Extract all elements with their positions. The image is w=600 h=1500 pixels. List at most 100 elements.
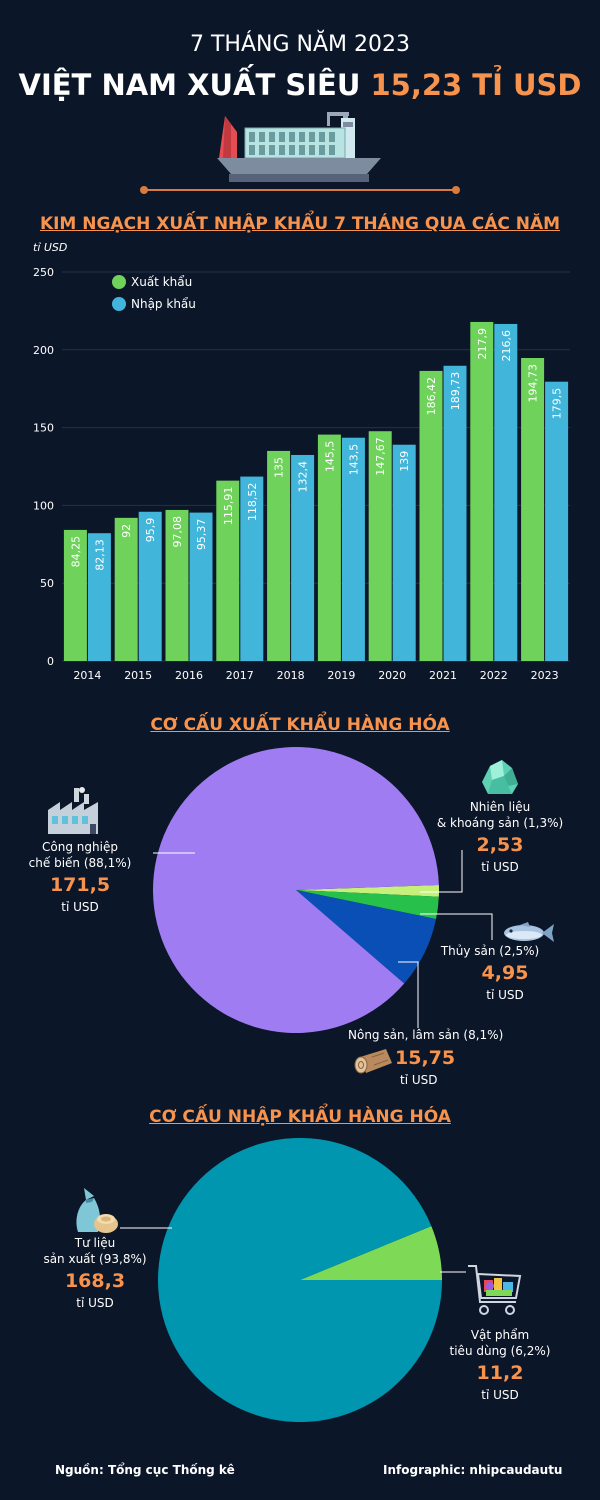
bar-import (545, 381, 569, 661)
bar-value-label: 139 (398, 451, 411, 472)
agriculture-unit: tỉ USD (400, 1073, 438, 1087)
bar-import (138, 511, 162, 661)
pie-slice-4 (152, 747, 439, 1034)
x-tick-label: 2014 (73, 669, 101, 682)
bar-value-label: 118,52 (246, 483, 259, 522)
top-title: 7 THÁNG NĂM 2023 (190, 32, 410, 57)
production-unit: tỉ USD (76, 1296, 114, 1310)
bar-value-label: 95,9 (144, 518, 157, 543)
bar-chart-title: KIM NGẠCH XUẤT NHẬP KHẨU 7 THÁNG QUA CÁC… (39, 214, 561, 234)
x-tick-label: 2018 (277, 669, 305, 682)
main-title: VIỆT NAM XUẤT SIÊU 15,23 TỈ USD (0, 68, 600, 102)
main-title-value: 15,23 TỈ USD (370, 68, 582, 102)
bar-value-label: 82,13 (93, 539, 106, 571)
pie-slice-1 (296, 885, 439, 897)
pie-slice-1 (300, 1226, 442, 1280)
bar-value-label: 115,91 (222, 487, 235, 526)
seafood-label: Thủy sản (2,5%) (440, 944, 540, 958)
leader-line-fuel (420, 850, 463, 893)
x-tick-label: 2020 (378, 669, 406, 682)
seafood-unit: tỉ USD (486, 988, 524, 1002)
y-tick-label: 50 (40, 577, 54, 590)
bar-value-label: 147,67 (374, 437, 387, 476)
bar-export (114, 517, 138, 661)
bar-export (368, 431, 392, 661)
consumer-label-line2: tiêu dùng (6,2%) (449, 1344, 551, 1358)
pie-slice-3 (296, 890, 437, 984)
import-pie-title: CƠ CẤU NHẬP KHẨU HÀNG HÓA (149, 1107, 451, 1127)
legend-marker (112, 275, 126, 289)
production-label-line1: Tư liệu (74, 1236, 116, 1250)
legend-label: Xuất khẩu (131, 275, 192, 289)
bar-export (470, 321, 494, 661)
agriculture-label: Nông sản, lâm sản (8,1%) (348, 1028, 504, 1042)
bar-value-label: 84,25 (69, 536, 82, 568)
bar-import (341, 437, 365, 661)
export-pie-title: CƠ CẤU XUẤT KHẨU HÀNG HÓA (150, 715, 450, 735)
import-pie-chart (120, 1138, 466, 1423)
divider-line (144, 189, 456, 191)
pie-slice-2 (157, 1138, 443, 1423)
consumer-unit: tỉ USD (481, 1388, 519, 1402)
ship-icon (217, 112, 381, 182)
y-tick-label: 150 (33, 422, 54, 435)
bar-value-label: 132,4 (297, 461, 310, 493)
mineral-rock-icon (482, 760, 518, 794)
bar-value-label: 179,5 (551, 388, 564, 420)
credit-text: Infographic: nhipcaudautu (383, 1463, 563, 1477)
production-label-line2: sản xuất (93,8%) (43, 1252, 147, 1266)
sack-icon (76, 1188, 118, 1233)
y-tick-label: 0 (47, 655, 54, 668)
bar-import (87, 533, 111, 661)
industry-unit: tỉ USD (61, 900, 99, 914)
industry-value: 171,5 (49, 874, 111, 896)
x-tick-label: 2023 (531, 669, 559, 682)
bar-export (521, 358, 545, 661)
factory-icon (48, 787, 98, 834)
bar-export (165, 509, 189, 661)
bar-export (317, 434, 341, 661)
bar-import (240, 476, 264, 661)
bar-import (291, 454, 315, 661)
bar-export (63, 529, 87, 661)
x-tick-label: 2017 (226, 669, 254, 682)
x-tick-label: 2019 (327, 669, 355, 682)
bar-chart: tỉ USD 0 50 100 150 200 250 84,25 82,13 92 95,9 9… (33, 241, 570, 682)
bar-value-label: 145,5 (323, 441, 336, 473)
legend-label: Nhập khẩu (131, 297, 196, 311)
bar-value-label: 97,08 (171, 516, 184, 548)
bar-import (494, 323, 518, 661)
industry-label-line1: Công nghiệp (42, 840, 118, 854)
source-text: Nguồn: Tổng cục Thống kê (55, 1463, 235, 1477)
fish-icon (504, 922, 554, 942)
main-title-text: VIỆT NAM XUẤT SIÊU (18, 68, 371, 102)
bar-value-label: 143,5 (347, 444, 360, 476)
fuel-label-line1: Nhiên liệu (469, 800, 531, 814)
consumer-value: 11,2 (476, 1362, 524, 1384)
fuel-value: 2,53 (476, 834, 524, 856)
bar-value-label: 189,73 (449, 372, 462, 411)
bar-value-label: 216,6 (500, 330, 513, 362)
consumer-label-line1: Vật phẩm (470, 1328, 530, 1342)
industry-label-line2: chế biến (88,1%) (28, 856, 132, 870)
wood-log-icon (354, 1049, 392, 1074)
bar-value-label: 135 (273, 457, 286, 478)
x-tick-label: 2015 (124, 669, 152, 682)
y-axis-label: tỉ USD (33, 241, 67, 254)
agriculture-value: 15,75 (395, 1047, 456, 1069)
bar-value-label: 186,42 (425, 377, 438, 416)
x-tick-label: 2016 (175, 669, 203, 682)
bar-import (189, 512, 213, 661)
x-tick-label: 2021 (429, 669, 457, 682)
shopping-cart-icon (468, 1265, 522, 1315)
seafood-value: 4,95 (481, 962, 529, 984)
bar-value-label: 217,9 (476, 328, 489, 360)
production-value: 168,3 (64, 1270, 126, 1292)
y-tick-label: 100 (33, 499, 54, 512)
leader-line-seafood (420, 913, 493, 940)
leader-line-agriculture (398, 961, 419, 1028)
bar-export (267, 450, 291, 661)
y-tick-label: 200 (33, 344, 54, 357)
bar-import (443, 365, 467, 661)
divider-dot-right (452, 186, 460, 194)
